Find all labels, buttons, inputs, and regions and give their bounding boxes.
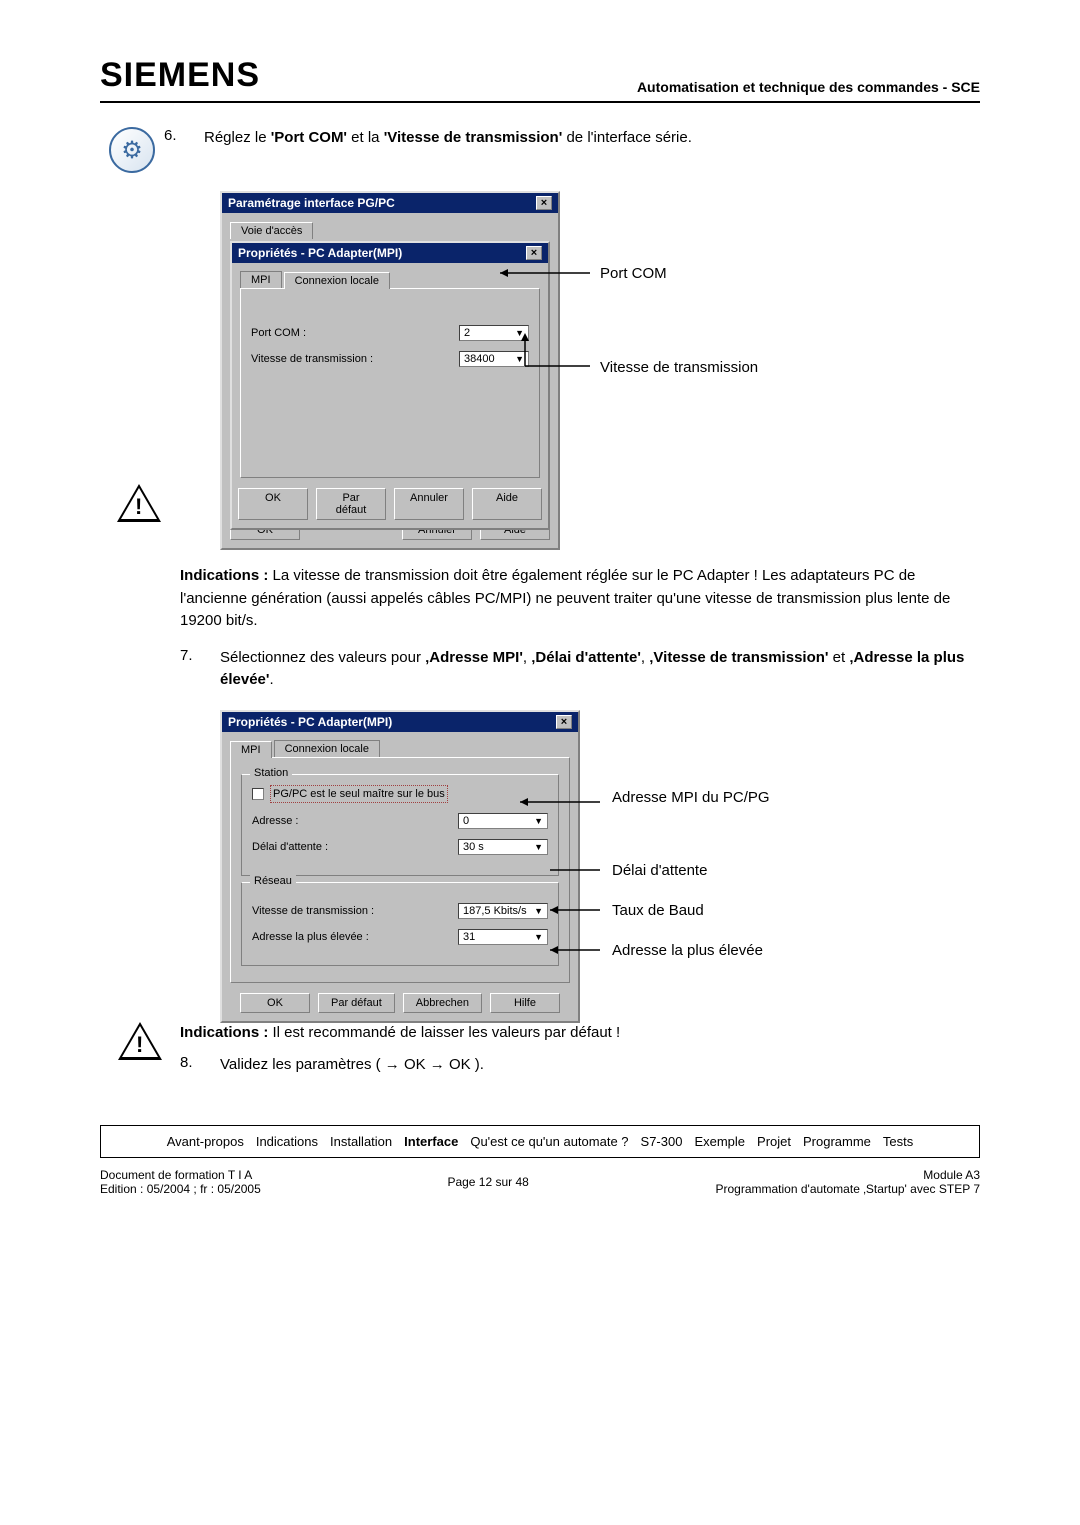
annot-baud: Taux de Baud — [612, 902, 704, 919]
step-number: 7. — [180, 647, 220, 664]
footer-page: Page 12 sur 48 — [447, 1175, 528, 1189]
select-value: 0 — [463, 815, 469, 827]
close-icon[interactable]: × — [556, 715, 572, 729]
annot-high-addr: Adresse la plus élevée — [612, 942, 763, 959]
group-station: Station — [250, 767, 292, 779]
dialog-title: Propriétés - PC Adapter(MPI) — [238, 246, 402, 260]
dialog-titlebar: Propriétés - PC Adapter(MPI) × — [232, 243, 548, 263]
group-network: Réseau — [250, 875, 296, 887]
annot-port-com: Port COM — [600, 265, 667, 282]
nav-item[interactable]: Interface — [404, 1134, 458, 1149]
annotation-arrows-2 — [520, 790, 680, 1010]
warning-icon: ! — [114, 481, 164, 525]
ok-button[interactable]: OK — [240, 993, 310, 1013]
default-button[interactable]: Par défaut — [316, 488, 386, 520]
checkbox-label: PG/PC est le seul maître sur le bus — [270, 785, 448, 803]
net-speed-label: Vitesse de transmission : — [252, 905, 374, 917]
text: Sélectionnez des valeurs pour — [220, 649, 425, 666]
indication-1: Indications : La vitesse de transmission… — [180, 565, 980, 633]
step-number: 6. — [164, 127, 204, 144]
text: de l'interface série. — [562, 129, 692, 146]
nav-item[interactable]: Qu'est ce qu'un automate ? — [470, 1134, 628, 1149]
dialog-titlebar: Propriétés - PC Adapter(MPI) × — [222, 712, 578, 732]
text-bold: ‚Adresse MPI' — [425, 649, 523, 666]
tab-access[interactable]: Voie d'accès — [230, 222, 313, 239]
footer-right-2: Programmation d'automate ‚Startup' avec … — [716, 1182, 981, 1196]
annot-mpi-addr: Adresse MPI du PC/PG — [612, 788, 770, 808]
dialog-title: Paramétrage interface PG/PC — [228, 196, 395, 210]
close-icon[interactable]: × — [536, 196, 552, 210]
wait-label: Délai d'attente : — [252, 841, 328, 853]
nav-item[interactable]: S7-300 — [641, 1134, 683, 1149]
step-text: Sélectionnez des valeurs pour ‚Adresse M… — [220, 647, 980, 692]
master-checkbox[interactable] — [252, 788, 264, 800]
text: et — [828, 649, 849, 666]
tab-mpi[interactable]: MPI — [230, 741, 272, 758]
address-label: Adresse : — [252, 815, 298, 827]
brand-logo: SIEMENS — [100, 56, 260, 95]
text-bold: 'Port COM' — [271, 129, 347, 146]
text-bold: Indications : — [180, 1024, 268, 1041]
nav-item[interactable]: Avant-propos — [167, 1134, 244, 1149]
high-addr-label: Adresse la plus élevée : — [252, 931, 369, 943]
select-value: 187,5 Kbits/s — [463, 905, 527, 917]
speed-label: Vitesse de transmission : — [251, 353, 373, 365]
step-7: 7. Sélectionnez des valeurs pour ‚Adress… — [180, 647, 980, 692]
text: . — [269, 671, 273, 688]
step-number: 8. — [180, 1054, 220, 1071]
gear-icon: ⚙ — [100, 127, 164, 173]
text: Il est recommandé de laisser les valeurs… — [268, 1024, 620, 1041]
close-icon[interactable]: × — [526, 246, 542, 260]
help-button[interactable]: Aide — [472, 488, 542, 520]
nav-item[interactable]: Indications — [256, 1134, 318, 1149]
tab-local-conn[interactable]: Connexion locale — [284, 272, 390, 289]
text: , — [641, 649, 649, 666]
nav-item[interactable]: Exemple — [694, 1134, 745, 1149]
indication-2: Indications : Il est recommandé de laiss… — [180, 1022, 980, 1045]
step-8: 8. Validez les paramètres ( → OK → OK ). — [180, 1054, 980, 1077]
ok-button[interactable]: OK — [238, 488, 308, 520]
nav-item[interactable]: Tests — [883, 1134, 913, 1149]
text-bold: 'Vitesse de transmission' — [384, 129, 563, 146]
warning-icon: ! — [100, 1022, 180, 1060]
tab-mpi[interactable]: MPI — [240, 271, 282, 288]
select-value: 30 s — [463, 841, 484, 853]
text: Réglez le — [204, 129, 271, 146]
text: et la — [347, 129, 384, 146]
cancel-button[interactable]: Annuler — [394, 488, 464, 520]
text: La vitesse de transmission doit être éga… — [180, 567, 950, 629]
header-subtitle: Automatisation et technique des commande… — [637, 79, 980, 95]
port-com-label: Port COM : — [251, 327, 306, 339]
nav-item[interactable]: Projet — [757, 1134, 791, 1149]
page-header: SIEMENS Automatisation et technique des … — [100, 56, 980, 103]
annot-speed: Vitesse de transmission — [600, 359, 758, 376]
cancel-button[interactable]: Abbrechen — [403, 993, 482, 1013]
footer-right-1: Module A3 — [716, 1168, 981, 1182]
footer-left-1: Document de formation T I A — [100, 1168, 261, 1182]
step-6: ⚙ 6. Réglez le 'Port COM' et la 'Vitesse… — [100, 127, 980, 173]
footer-info: Document de formation T I A Edition : 05… — [100, 1168, 980, 1196]
footer-left-2: Edition : 05/2004 ; fr : 05/2005 — [100, 1182, 261, 1196]
annot-wait: Délai d'attente — [612, 862, 707, 879]
select-value: 38400 — [464, 353, 495, 365]
nav-item[interactable]: Installation — [330, 1134, 392, 1149]
dialog-titlebar: Paramétrage interface PG/PC × — [222, 193, 558, 213]
footer-nav: Avant-propos Indications Installation Inter… — [100, 1125, 980, 1158]
default-button[interactable]: Par défaut — [318, 993, 395, 1013]
nav-item[interactable]: Programme — [803, 1134, 871, 1149]
tab-local-conn[interactable]: Connexion locale — [274, 740, 380, 757]
select-value: 2 — [464, 327, 470, 339]
text-bold: Indications : — [180, 567, 268, 584]
step-text: Réglez le 'Port COM' et la 'Vitesse de t… — [204, 127, 980, 150]
text: , — [523, 649, 531, 666]
select-value: 31 — [463, 931, 475, 943]
text-bold: ‚Délai d'attente' — [531, 649, 641, 666]
dialog-title: Propriétés - PC Adapter(MPI) — [228, 715, 392, 729]
text-bold: ‚Vitesse de transmission' — [649, 649, 828, 666]
step-text: Validez les paramètres ( → OK → OK ). — [220, 1054, 980, 1077]
